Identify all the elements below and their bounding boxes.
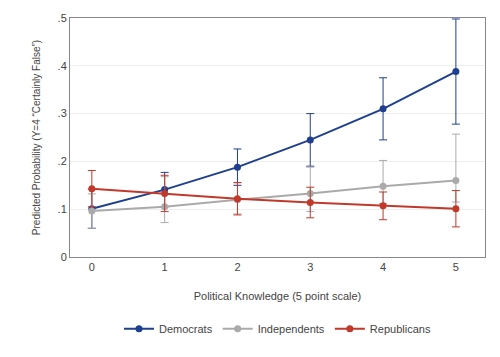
svg-text:5: 5	[453, 261, 459, 273]
svg-text:.2: .2	[58, 155, 67, 167]
svg-text:.3: .3	[58, 107, 67, 119]
svg-text:Democrats: Democrats	[159, 323, 213, 335]
svg-text:3: 3	[307, 261, 313, 273]
svg-text:2: 2	[234, 261, 240, 273]
svg-text:0: 0	[61, 251, 67, 263]
svg-text:Republicans: Republicans	[370, 323, 431, 335]
svg-text:Political Knowledge (5 point s: Political Knowledge (5 point scale)	[194, 290, 362, 302]
svg-text:Independents: Independents	[258, 323, 325, 335]
svg-text:.5: .5	[58, 12, 67, 24]
svg-text:0: 0	[89, 261, 95, 273]
svg-text:.1: .1	[58, 203, 67, 215]
svg-text:1: 1	[162, 261, 168, 273]
svg-text:.4: .4	[58, 60, 67, 72]
svg-text:Predicted Probability (Y=4 “Ce: Predicted Probability (Y=4 “Certainly Fa…	[31, 40, 42, 235]
svg-text:4: 4	[380, 261, 386, 273]
